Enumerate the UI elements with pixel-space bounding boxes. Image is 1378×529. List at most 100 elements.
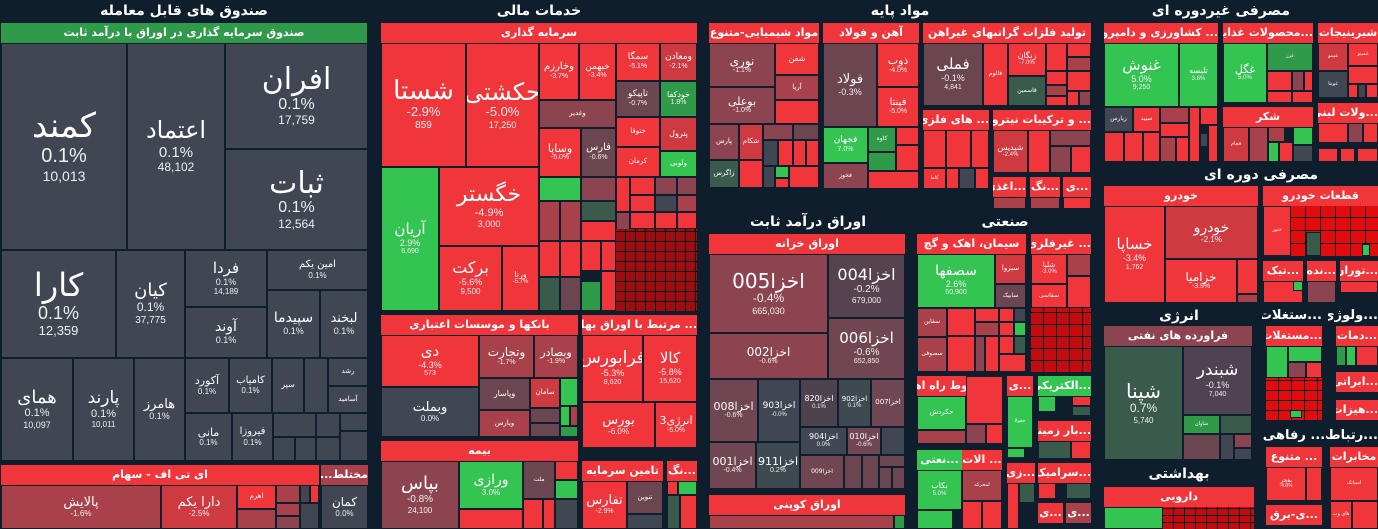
tile-small[interactable] — [1200, 107, 1218, 125]
tile-labkhand[interactable]: لبخند 0.1% — [320, 290, 368, 358]
tile-homay[interactable]: همای 0.1% 10,097 — [1, 358, 73, 461]
tile-small[interactable] — [923, 130, 946, 168]
tile-small[interactable] — [868, 171, 919, 189]
tile-small[interactable] — [581, 201, 616, 221]
tile-small[interactable] — [894, 515, 905, 529]
tile-small[interactable] — [1318, 148, 1338, 162]
tile-small[interactable] — [601, 241, 616, 271]
tile-small[interactable] — [763, 166, 775, 188]
group-tech-operations[interactable]: ...ابراتی — [1336, 372, 1378, 392]
tile-mosaic[interactable] — [616, 229, 697, 311]
tile-mosaic[interactable] — [1031, 308, 1091, 372]
tile-palaysh[interactable]: پالایش -1.6% — [1, 485, 161, 529]
tile-femeli[interactable]: فملی -0.1% 4,841 — [923, 43, 983, 106]
tile-asamid[interactable]: آساميد — [328, 386, 368, 413]
group-electrical[interactable]: ...الکتریکی — [1038, 376, 1091, 396]
tile-sepidma[interactable]: سپیدما 0.1% — [267, 290, 320, 358]
tile-khetoor[interactable]: ختور — [1263, 206, 1291, 256]
tile-small[interactable] — [1067, 91, 1079, 106]
group-real-estate[interactable]: ...مستغلات — [1266, 326, 1322, 346]
tile-ahrom[interactable]: اهرم — [237, 485, 276, 509]
tile-vasapa[interactable]: وساپا -5.0% — [539, 128, 581, 177]
tile-small[interactable] — [273, 413, 316, 437]
group-pharmaceutical[interactable]: دارویی — [1104, 487, 1254, 507]
tile-kala[interactable]: کالا -5.8% 15,620 — [643, 335, 697, 402]
tile-small[interactable] — [1160, 107, 1189, 123]
tile-small[interactable] — [300, 485, 310, 503]
tile-khezamia[interactable]: خزامیا -3.9% — [1165, 259, 1237, 303]
tile-small[interactable] — [678, 481, 697, 495]
group-chemicals[interactable]: مواد شیمیایی-متنوع — [709, 23, 819, 43]
tile-small[interactable] — [999, 322, 1014, 336]
tile-khafula[interactable]: خفولا — [1007, 396, 1033, 448]
tile-small[interactable] — [1038, 441, 1071, 459]
tile-small[interactable] — [1208, 125, 1218, 162]
tile-small[interactable] — [1220, 415, 1252, 434]
tile-small[interactable] — [879, 467, 892, 489]
group-dairy[interactable]: ...ولات لبنی — [1318, 103, 1378, 123]
tile-small[interactable] — [1288, 346, 1322, 362]
group-diversified[interactable]: ... متنوع — [1266, 447, 1322, 467]
tile-small[interactable] — [806, 140, 819, 166]
tile-small[interactable] — [1067, 71, 1091, 91]
tile-small[interactable] — [1366, 84, 1378, 98]
tile-shapdis[interactable]: شپدیس -2.4% — [993, 130, 1028, 173]
group-securities[interactable]: ... مرتبط با اوراق بهادار — [582, 315, 697, 335]
group-steel[interactable]: آهن و فولاد — [823, 23, 919, 43]
tile-small[interactable] — [1293, 281, 1303, 291]
tile-small[interactable] — [1363, 123, 1378, 143]
tile-zanjan[interactable]: زنگان -7.0% — [1008, 43, 1046, 76]
tile-small[interactable] — [1346, 346, 1356, 366]
tile-mani[interactable]: مانی 0.1% — [185, 413, 232, 461]
tile-small[interactable] — [276, 485, 300, 503]
tile-sasofi[interactable]: سصوفی — [917, 337, 947, 372]
tile-small[interactable] — [862, 455, 879, 489]
tile-shalia[interactable]: شلیا -3.0% — [1031, 254, 1067, 284]
tile-vaghadir[interactable]: وغدیر — [539, 100, 616, 128]
tile-small[interactable] — [986, 424, 1003, 444]
tile-valobi[interactable]: ولوبی — [660, 151, 697, 177]
group-paper[interactable]: ...اغذی — [993, 177, 1026, 197]
tile-mellat[interactable]: ملت — [523, 461, 555, 499]
tile-dara-yekom[interactable]: دارا یکم -2.5% — [161, 485, 237, 529]
tile-tapiko[interactable]: تاپیکو -0.7% — [616, 81, 660, 117]
tile-small[interactable] — [1104, 132, 1124, 162]
tile-small[interactable] — [677, 195, 697, 212]
tile-kara[interactable]: کارا 0.1% 12,359 — [1, 250, 116, 358]
tile-small[interactable] — [946, 168, 959, 189]
group-tech-equipment[interactable]: ...هیزات — [1336, 400, 1378, 420]
tile-small[interactable] — [793, 124, 819, 140]
tile-akhza902[interactable]: اخزا902 0.1% — [838, 379, 871, 427]
tile-bepas[interactable]: بپاس -0.8% 24,100 — [381, 461, 459, 529]
tile-small[interactable] — [1067, 57, 1091, 71]
tile-small[interactable] — [1306, 467, 1322, 501]
tile-small[interactable] — [975, 168, 989, 189]
tile-small[interactable] — [1356, 346, 1378, 366]
tile-khesapa[interactable]: خساپا -3.4% 1,762 — [1104, 206, 1165, 303]
tile-small[interactable] — [560, 201, 581, 241]
tile-akhza820[interactable]: اخزا820 0.1% — [800, 379, 838, 427]
tile-firooza[interactable]: فیروزا 0.1% — [232, 413, 273, 461]
tile-small[interactable] — [1019, 483, 1035, 503]
tile-small[interactable] — [1237, 259, 1258, 294]
tile-small[interactable] — [667, 495, 680, 529]
tile-small[interactable] — [560, 378, 578, 406]
tile-varena[interactable]: ورنا -5.7% — [502, 246, 539, 311]
tile-small[interactable] — [237, 509, 276, 529]
tile-small[interactable] — [459, 509, 523, 529]
tile-small[interactable] — [881, 427, 905, 455]
tile-small[interactable] — [1352, 501, 1378, 529]
tile-small[interactable] — [775, 178, 789, 188]
tile-day[interactable]: دی -4.3% 573 — [381, 335, 479, 387]
tile-fapinta[interactable]: فپنتا -5.0% — [877, 87, 919, 127]
tile-akhza911[interactable]: اخزا911 0.2% — [756, 442, 800, 489]
tile-fakhooz[interactable]: فخوز — [823, 163, 868, 189]
tile-vabsader[interactable]: وبصادر -1.9% — [534, 335, 578, 378]
tile-akhza006[interactable]: اخزا006 -0.6% 652,850 — [828, 318, 905, 379]
group-industrial-misc[interactable]: ...نعتی — [917, 450, 962, 470]
tile-booali[interactable]: بوعلی -1.0% — [709, 87, 775, 124]
tile-small[interactable] — [1340, 148, 1355, 162]
tile-small[interactable] — [570, 406, 578, 426]
group-non-metal-minerals[interactable]: ... غیرفلزی — [1031, 234, 1091, 254]
tile-vairas[interactable]: ویارس — [479, 410, 530, 437]
